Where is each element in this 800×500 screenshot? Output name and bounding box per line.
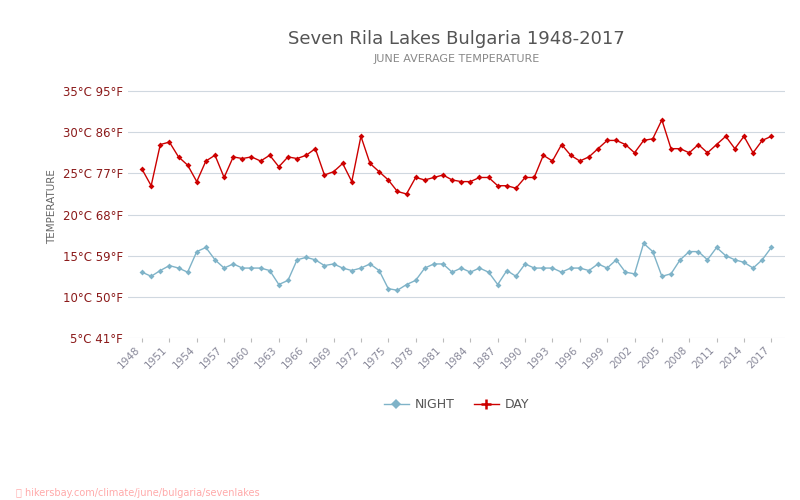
Title: Seven Rila Lakes Bulgaria 1948-2017: Seven Rila Lakes Bulgaria 1948-2017 bbox=[288, 30, 625, 48]
Y-axis label: TEMPERATURE: TEMPERATURE bbox=[47, 169, 57, 244]
Text: JUNE AVERAGE TEMPERATURE: JUNE AVERAGE TEMPERATURE bbox=[374, 54, 540, 64]
Legend: NIGHT, DAY: NIGHT, DAY bbox=[379, 393, 534, 416]
Text: 📍 hikersbay.com/climate/june/bulgaria/sevenlakes: 📍 hikersbay.com/climate/june/bulgaria/se… bbox=[16, 488, 260, 498]
